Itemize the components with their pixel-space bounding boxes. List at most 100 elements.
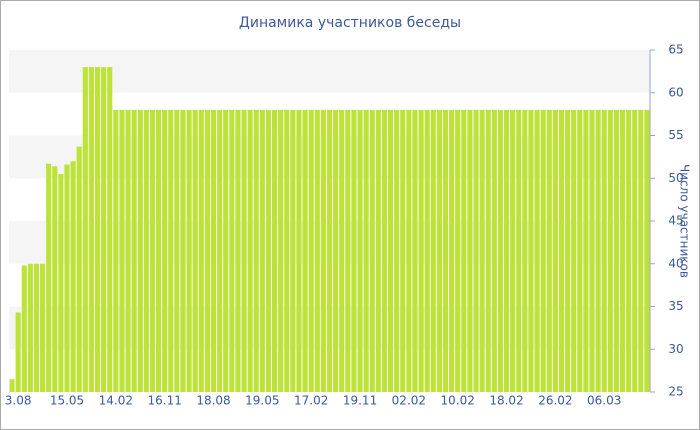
- bar: [186, 109, 192, 392]
- bar: [571, 109, 577, 392]
- bar: [314, 109, 320, 392]
- bar: [223, 109, 229, 392]
- bar: [204, 109, 210, 392]
- bar: [418, 109, 424, 392]
- bar: [253, 109, 259, 392]
- bar: [607, 109, 613, 392]
- bar: [546, 109, 552, 392]
- y-tick-label: 45: [668, 214, 683, 228]
- bar: [558, 109, 565, 392]
- y-tick-label: 25: [668, 385, 683, 399]
- bar: [156, 109, 162, 392]
- bar: [626, 109, 632, 392]
- x-tick-label: 19.05: [245, 394, 279, 408]
- bar: [168, 109, 174, 392]
- bar: [113, 109, 119, 392]
- bar: [180, 109, 186, 392]
- bar: [479, 109, 485, 392]
- bar: [88, 67, 94, 392]
- bar: [217, 109, 223, 392]
- bar: [192, 109, 198, 392]
- x-tick-label: 19.11: [343, 394, 377, 408]
- bar: [467, 109, 473, 392]
- bar: [394, 109, 400, 392]
- bar: [107, 67, 113, 392]
- bar: [125, 109, 131, 392]
- bar: [137, 109, 143, 392]
- bar: [632, 109, 638, 392]
- bar: [345, 109, 351, 392]
- bar: [357, 109, 363, 392]
- bar: [424, 109, 430, 392]
- bar: [351, 109, 357, 392]
- bar: [94, 67, 101, 392]
- bar: [302, 109, 308, 392]
- bar: [174, 109, 180, 392]
- bar: [552, 109, 558, 392]
- bar: [522, 109, 528, 392]
- bar: [265, 109, 272, 392]
- bar: [143, 109, 149, 392]
- y-tick-label: 40: [668, 256, 683, 270]
- bar: [284, 109, 290, 392]
- bar: [58, 173, 64, 392]
- bar: [271, 109, 278, 392]
- bar: [400, 109, 406, 392]
- x-tick-label: 18.08: [196, 394, 230, 408]
- bar: [436, 109, 442, 392]
- bar: [320, 109, 326, 392]
- bar: [198, 109, 204, 392]
- bar: [485, 109, 491, 392]
- x-tick-label: 26.02: [538, 394, 572, 408]
- y-tick-label: 30: [668, 342, 683, 356]
- x-tick-label: 10.02: [441, 394, 475, 408]
- bar: [119, 109, 125, 392]
- bar: [241, 109, 247, 392]
- bar: [296, 109, 302, 392]
- x-tick-label: 18.02: [489, 394, 523, 408]
- x-tick-label: 17.02: [294, 394, 328, 408]
- bar: [33, 263, 40, 392]
- y-axis-title: Число участников: [678, 164, 692, 278]
- bar: [387, 109, 394, 392]
- bar: [461, 109, 467, 392]
- bar: [589, 109, 595, 392]
- bar: [339, 109, 345, 392]
- bar: [9, 379, 15, 392]
- x-tick-label: 02.02: [392, 394, 426, 408]
- bar: [503, 109, 510, 392]
- bar: [76, 146, 82, 392]
- x-tick-label: 16.11: [147, 394, 181, 408]
- bar: [534, 109, 540, 392]
- bar: [149, 109, 156, 392]
- bar: [528, 109, 534, 392]
- y-tick-label: 55: [668, 128, 683, 142]
- bar: [583, 109, 589, 392]
- chart-title: Динамика участников беседы: [239, 15, 461, 31]
- bar: [308, 109, 314, 392]
- y-tick-label: 50: [668, 171, 683, 185]
- bar: [235, 109, 241, 392]
- bar: [101, 67, 107, 392]
- bar: [131, 109, 137, 392]
- bar: [333, 109, 339, 392]
- bar: [473, 109, 479, 392]
- bar: [638, 109, 644, 392]
- bar: [21, 265, 27, 392]
- bar: [595, 109, 601, 392]
- x-tick-label: 15.05: [50, 394, 84, 408]
- bar: [363, 109, 369, 392]
- bar: [455, 109, 461, 392]
- bar: [442, 109, 449, 392]
- bar: [412, 109, 418, 392]
- x-tick-label: 14.02: [99, 394, 133, 408]
- bar: [278, 109, 284, 392]
- bar: [430, 109, 436, 392]
- bar: [375, 109, 381, 392]
- bar: [644, 109, 650, 392]
- bar: [619, 109, 626, 392]
- bar: [46, 163, 52, 392]
- bar: [229, 109, 235, 392]
